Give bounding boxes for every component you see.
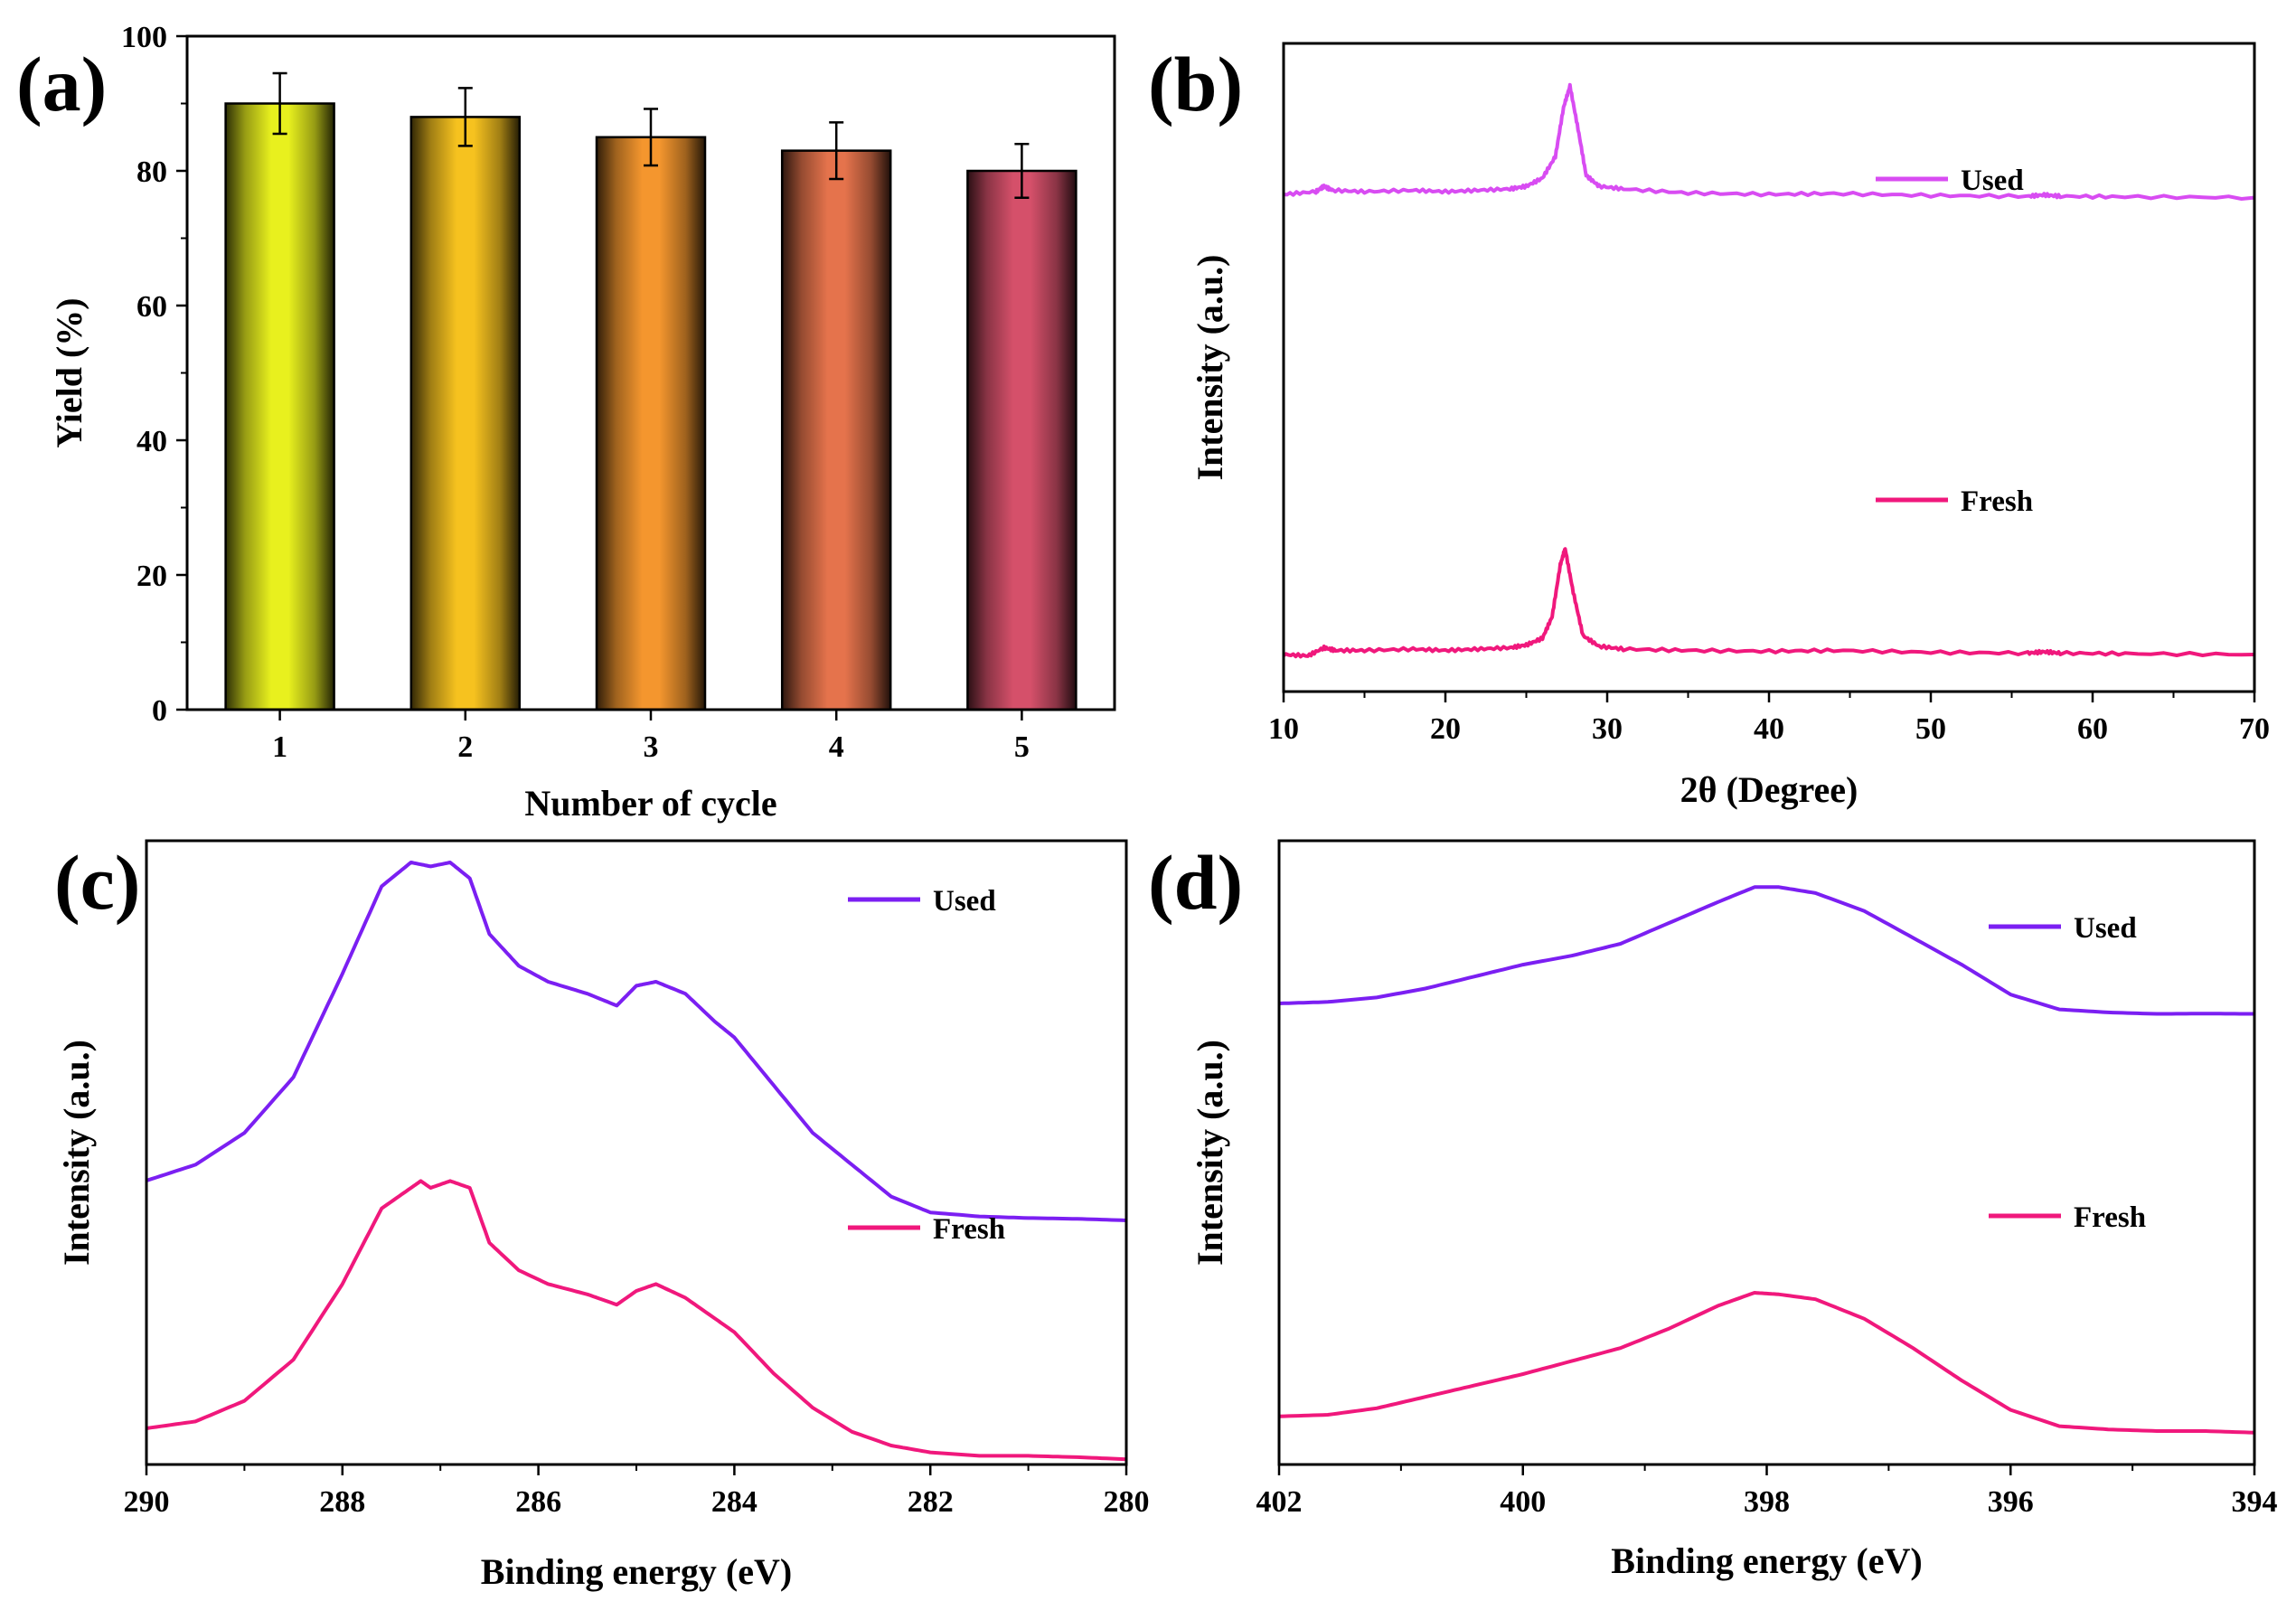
x-tick-label: 290 xyxy=(124,1485,170,1519)
x-tick-label: 60 xyxy=(2077,712,2108,746)
panel-a-letter: (a) xyxy=(16,41,107,127)
plot-frame xyxy=(1277,839,2256,1466)
series-line-fresh xyxy=(146,1179,1127,1462)
plot-frame xyxy=(185,34,1116,711)
legend-label-fresh: Fresh xyxy=(1961,485,2033,518)
y-tick-label: 60 xyxy=(136,290,167,324)
panel-letter: (b) xyxy=(1148,41,1243,127)
bar-cycle-4 xyxy=(780,149,892,711)
plot-frame xyxy=(145,839,1128,1466)
x-tick-label: 5 xyxy=(1014,730,1030,764)
x-tick-label: 2 xyxy=(457,730,473,764)
x-tick-label: 3 xyxy=(644,730,659,764)
x-tick-label: 4 xyxy=(829,730,844,764)
y-tick-label: 100 xyxy=(121,21,167,54)
legend-label-fresh: Fresh xyxy=(933,1213,1005,1246)
x-tick-label: 70 xyxy=(2239,712,2270,746)
x-tick-label: 282 xyxy=(908,1485,954,1519)
bar-cycle-5 xyxy=(966,169,1077,711)
panel-c-xps-c1s-chart: (c) Used Fresh 290 288 286 284 282 280 Binding en… xyxy=(54,839,1150,1592)
x-tick-label: 398 xyxy=(1744,1485,1790,1519)
x-tick-label: 394 xyxy=(2232,1485,2278,1519)
y-axis-title: Intensity (a.u.) xyxy=(1190,1040,1230,1266)
x-axis-title: 2θ (Degree) xyxy=(1680,769,1858,810)
x-tick-label: 50 xyxy=(1915,712,1946,746)
y-tick-label: 20 xyxy=(136,560,167,593)
bar-cycle-2 xyxy=(409,116,522,711)
x-tick-label: 20 xyxy=(1430,712,1461,746)
series-line-fresh xyxy=(1278,1291,2255,1435)
x-tick-label: 30 xyxy=(1592,712,1623,746)
legend-label-used: Used xyxy=(933,885,996,918)
x-tick-label: 286 xyxy=(515,1485,561,1519)
x-tick-label: 10 xyxy=(1268,712,1299,746)
panel-letter: (c) xyxy=(54,839,140,926)
y-axis-title: Intensity (a.u.) xyxy=(56,1040,97,1266)
plot-frame xyxy=(1282,42,2256,693)
legend-label-fresh: Fresh xyxy=(2074,1201,2146,1234)
x-tick-label: 284 xyxy=(711,1485,757,1519)
x-tick-label: 288 xyxy=(319,1485,365,1519)
y-axis-title: Yield (%) xyxy=(49,297,89,447)
panel-d-xps-n1s-chart: (d) Used Fresh 402 400 398 396 394 Binding energ… xyxy=(1148,839,2278,1581)
series-line-used xyxy=(1278,885,2254,1016)
series-line-fresh xyxy=(1282,547,2255,659)
x-axis-title: Binding energy (eV) xyxy=(481,1551,792,1592)
x-axis-title: Number of cycle xyxy=(524,783,776,824)
panel-letter: (d) xyxy=(1148,839,1243,926)
y-tick-label: 40 xyxy=(136,425,167,458)
legend-label-used: Used xyxy=(2074,912,2137,945)
x-axis-title: Binding energy (eV) xyxy=(1611,1540,1922,1581)
series-line-used xyxy=(1283,82,2255,201)
legend-label-used: Used xyxy=(1961,165,2024,197)
panel-a-bar-chart: (a) 1 2 3 4 5 0 20 40 60 80 100 Number of cycle Yield… xyxy=(16,21,1116,824)
x-tick-label: 1 xyxy=(272,730,287,764)
y-tick-label: 0 xyxy=(152,694,167,728)
x-tick-label: 280 xyxy=(1104,1485,1150,1519)
y-axis-title: Intensity (a.u.) xyxy=(1190,254,1230,480)
bar-cycle-1 xyxy=(224,102,335,711)
series-line-used xyxy=(146,861,1127,1222)
y-tick-label: 80 xyxy=(136,155,167,189)
x-tick-label: 396 xyxy=(1988,1485,2034,1519)
bar-cycle-3 xyxy=(595,136,707,711)
x-tick-label: 40 xyxy=(1754,712,1784,746)
panel-b-xrd-chart: (b) Used Fresh 10 20 30 40 50 60 70 2θ (Degree) Int… xyxy=(1148,41,2270,810)
x-tick-label: 402 xyxy=(1256,1485,1303,1519)
x-tick-label: 400 xyxy=(1500,1485,1546,1519)
